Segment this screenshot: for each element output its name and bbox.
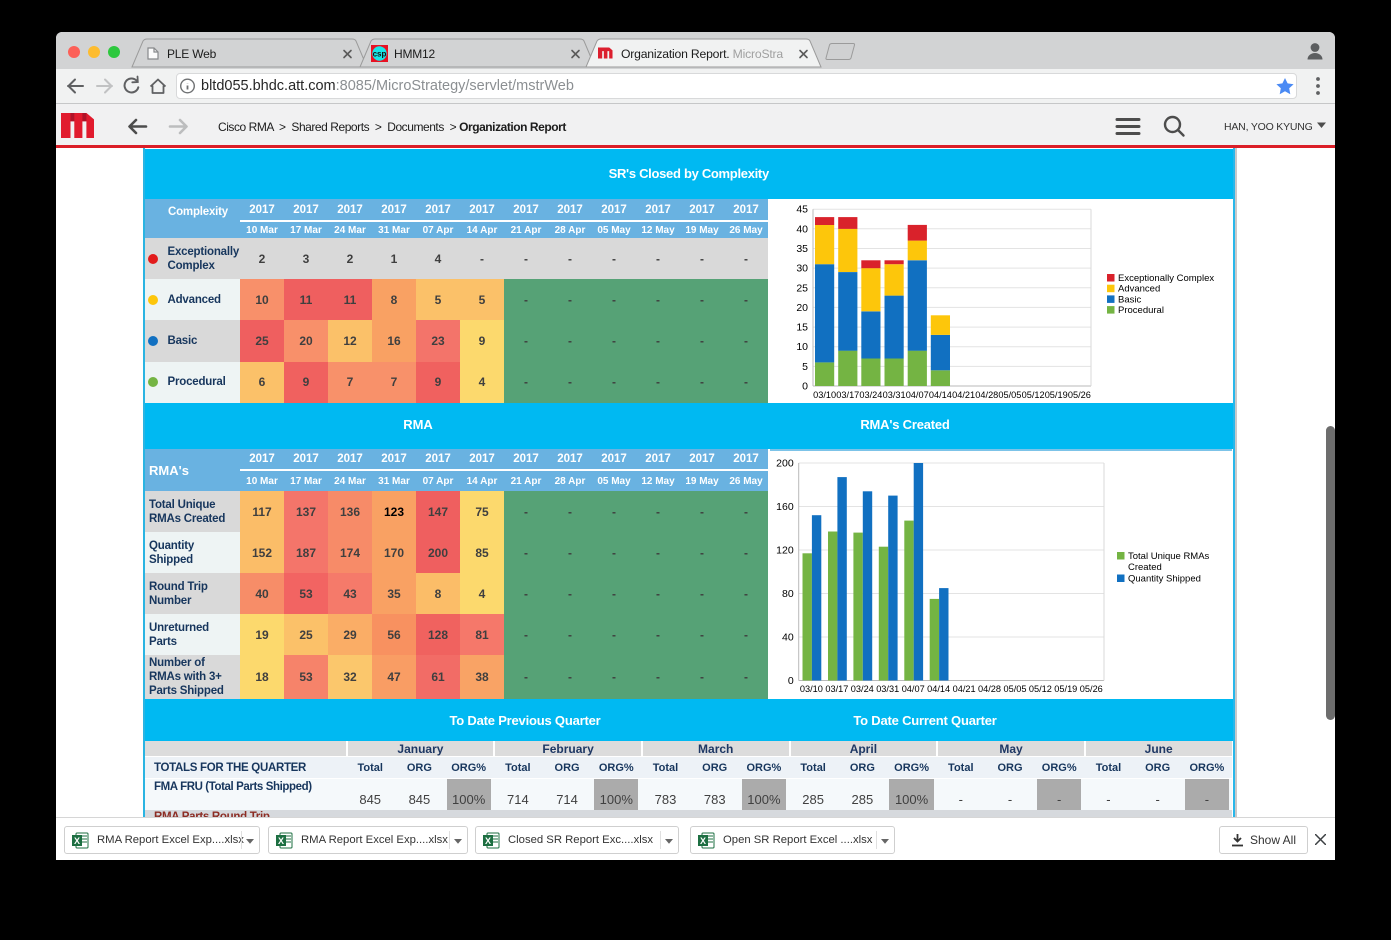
svg-text:03/24: 03/24 [851,684,874,694]
svg-text:X: X [485,836,491,846]
svg-text:40: 40 [796,223,808,235]
svg-text:80: 80 [782,588,794,600]
svg-text:04/14: 04/14 [929,390,952,400]
svg-text:Organization Report. MicroStra: Organization Report. MicroStra [621,47,783,61]
svg-text:04/28: 04/28 [978,684,1001,694]
svg-text:03/17: 03/17 [825,684,848,694]
svg-text:120: 120 [776,545,794,557]
svg-text:04/21: 04/21 [952,390,975,400]
svg-text:PLE Web: PLE Web [167,47,217,61]
svg-text:Total Unique RMAs: Total Unique RMAs [1128,551,1210,562]
svg-text:HMM12: HMM12 [394,47,436,61]
svg-text:Created: Created [1128,562,1162,573]
svg-text:04/14: 04/14 [927,684,950,694]
svg-text:10: 10 [796,341,808,353]
svg-text:04/21: 04/21 [953,684,976,694]
svg-text:03/24: 03/24 [859,390,882,400]
svg-text:45: 45 [796,204,808,216]
svg-text:05/19: 05/19 [1054,684,1077,694]
svg-text:Procedural: Procedural [1118,305,1164,316]
svg-text:Advanced: Advanced [1118,284,1160,295]
svg-text:40: 40 [782,632,794,644]
svg-text:csp: csp [373,50,387,59]
svg-text:0: 0 [788,675,794,687]
svg-text:0: 0 [802,381,808,393]
svg-text:Exceptionally Complex: Exceptionally Complex [1118,273,1214,284]
svg-text:160: 160 [776,501,794,513]
svg-text:5: 5 [802,361,808,373]
svg-text:20: 20 [796,302,808,314]
svg-text:200: 200 [776,458,794,470]
svg-text:25: 25 [796,282,808,294]
svg-text:Basic: Basic [1118,294,1141,305]
svg-text:Quantity Shipped: Quantity Shipped [1128,574,1201,585]
svg-text:04/28: 04/28 [975,390,998,400]
svg-text:04/07: 04/07 [902,684,925,694]
svg-text:03/31: 03/31 [883,390,906,400]
svg-text:X: X [278,836,284,846]
svg-text:X: X [74,836,80,846]
svg-text:05/05: 05/05 [998,390,1021,400]
svg-text:03/17: 03/17 [836,390,859,400]
svg-text:05/26: 05/26 [1068,390,1091,400]
svg-text:04/07: 04/07 [906,390,929,400]
svg-text:35: 35 [796,243,808,255]
svg-text:30: 30 [796,263,808,275]
svg-text:05/19: 05/19 [1045,390,1068,400]
svg-text:05/26: 05/26 [1080,684,1103,694]
svg-text:05/05: 05/05 [1004,684,1027,694]
svg-text:05/12: 05/12 [1029,684,1052,694]
svg-text:03/10: 03/10 [813,390,836,400]
svg-text:15: 15 [796,322,808,334]
svg-text:X: X [700,836,706,846]
svg-text:05/12: 05/12 [1022,390,1045,400]
svg-text:03/31: 03/31 [876,684,899,694]
svg-text:03/10: 03/10 [800,684,823,694]
